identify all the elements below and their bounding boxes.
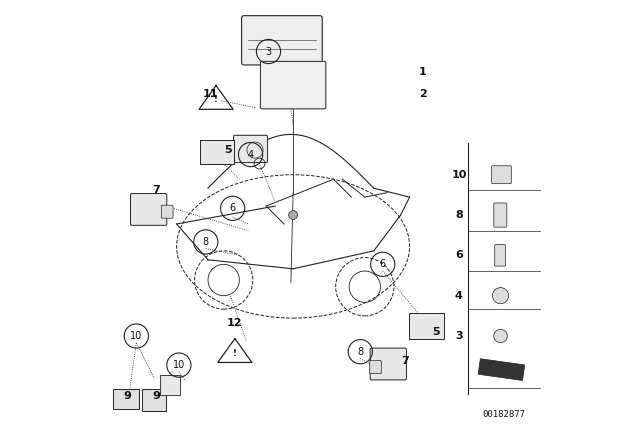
FancyBboxPatch shape: [370, 361, 381, 374]
Text: 10: 10: [451, 170, 467, 180]
Text: 7: 7: [401, 356, 409, 366]
FancyBboxPatch shape: [161, 205, 173, 218]
FancyBboxPatch shape: [234, 135, 268, 163]
Text: 7: 7: [152, 185, 161, 195]
Text: 5: 5: [433, 327, 440, 336]
Text: 2: 2: [419, 89, 427, 99]
Text: !: !: [214, 95, 218, 104]
Text: 12: 12: [227, 318, 243, 327]
FancyBboxPatch shape: [131, 194, 167, 225]
Text: 9: 9: [152, 392, 161, 401]
Circle shape: [289, 211, 298, 220]
FancyBboxPatch shape: [495, 245, 506, 266]
Text: 8: 8: [455, 210, 463, 220]
Text: 4: 4: [455, 291, 463, 301]
Text: 11: 11: [202, 89, 218, 99]
FancyBboxPatch shape: [113, 389, 140, 409]
Text: 3: 3: [266, 47, 271, 56]
Text: 3: 3: [455, 331, 463, 341]
Text: 6: 6: [455, 250, 463, 260]
FancyBboxPatch shape: [142, 389, 166, 411]
Text: 10: 10: [130, 331, 143, 341]
FancyBboxPatch shape: [492, 166, 511, 184]
FancyBboxPatch shape: [160, 375, 180, 395]
FancyBboxPatch shape: [494, 203, 507, 227]
FancyBboxPatch shape: [242, 16, 323, 65]
Text: 9: 9: [124, 392, 131, 401]
Circle shape: [494, 329, 508, 343]
Text: 00182877: 00182877: [482, 410, 525, 419]
Text: 6: 6: [380, 259, 386, 269]
Polygon shape: [478, 359, 525, 380]
Circle shape: [493, 288, 509, 304]
Text: 6: 6: [230, 203, 236, 213]
Text: 10: 10: [173, 360, 185, 370]
Text: 5: 5: [225, 145, 232, 155]
FancyBboxPatch shape: [409, 313, 444, 339]
FancyBboxPatch shape: [260, 61, 326, 109]
FancyBboxPatch shape: [370, 348, 406, 380]
Text: !: !: [233, 349, 237, 358]
Text: 1: 1: [419, 67, 427, 77]
Text: 4: 4: [248, 150, 253, 159]
FancyBboxPatch shape: [200, 140, 234, 164]
Text: 8: 8: [203, 237, 209, 247]
Text: 8: 8: [357, 347, 364, 357]
